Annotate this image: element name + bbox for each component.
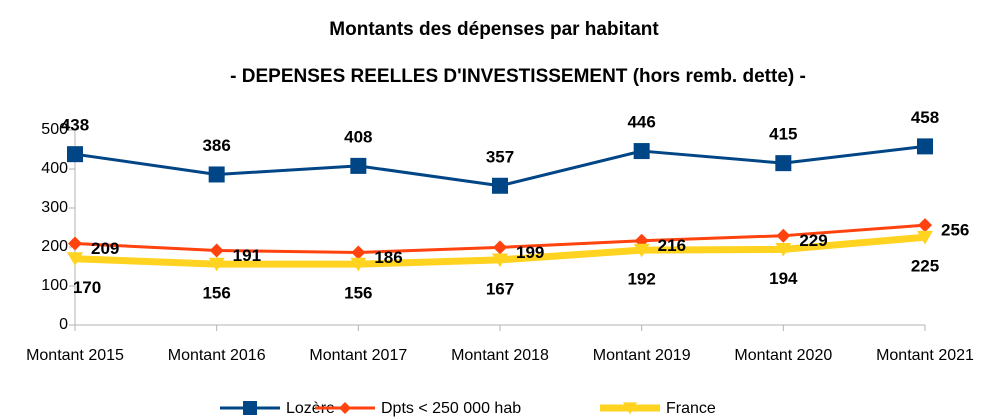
data-label: 194 <box>769 269 798 288</box>
x-tick-label: Montant 2016 <box>168 347 266 364</box>
marker <box>776 228 791 243</box>
marker <box>350 257 367 272</box>
data-label: 229 <box>799 231 827 250</box>
marker <box>633 243 650 258</box>
x-tick-label: Montant 2019 <box>593 347 691 364</box>
chart-subtitle: - DEPENSES REELLES D'INVESTISSEMENT (hor… <box>230 66 806 87</box>
data-label: 408 <box>344 127 372 146</box>
marker <box>350 157 367 174</box>
data-label: 186 <box>374 248 402 267</box>
data-label: 216 <box>658 236 686 255</box>
data-label: 156 <box>202 284 230 303</box>
legend-label: Lozère <box>286 400 335 417</box>
data-label: 415 <box>769 125 797 144</box>
x-tick-label: Montant 2020 <box>734 347 832 364</box>
legend-label: France <box>666 400 716 417</box>
y-tick-label: 500 <box>41 121 68 138</box>
marker <box>492 253 508 268</box>
data-label: 386 <box>202 136 230 155</box>
marker <box>917 230 933 245</box>
marker <box>633 143 650 160</box>
legend-marker <box>243 401 257 415</box>
marker <box>67 146 83 163</box>
marker <box>492 177 508 194</box>
data-label: 225 <box>911 257 939 276</box>
data-label: 191 <box>233 246 261 265</box>
marker <box>917 138 933 155</box>
data-label: 256 <box>941 221 969 240</box>
data-label: 167 <box>486 279 514 298</box>
legend-marker <box>339 402 351 414</box>
marker <box>209 243 224 258</box>
y-tick-label: 200 <box>41 238 68 255</box>
y-tick-label: 300 <box>41 199 68 216</box>
data-label: 446 <box>627 113 655 132</box>
y-tick-label: 0 <box>59 316 68 333</box>
data-label: 209 <box>91 239 119 258</box>
x-tick-label: Montant 2015 <box>26 347 124 364</box>
data-label: 199 <box>516 243 544 262</box>
data-label: 357 <box>486 147 514 166</box>
marker <box>208 166 225 183</box>
y-tick-label: 100 <box>41 277 68 294</box>
marker <box>775 242 792 257</box>
y-tick-label: 400 <box>41 160 68 177</box>
data-label: 458 <box>911 108 939 127</box>
marker <box>67 252 83 266</box>
x-tick-label: Montant 2017 <box>309 347 407 364</box>
data-label: 438 <box>61 116 89 135</box>
marker <box>775 155 792 172</box>
data-label: 156 <box>344 284 372 303</box>
data-label: 170 <box>73 278 101 297</box>
chart-title: Montants des dépenses par habitant <box>329 19 659 40</box>
legend-label: Dpts < 250 000 hab <box>381 400 521 417</box>
x-tick-label: Montant 2021 <box>876 347 974 364</box>
marker <box>208 257 225 272</box>
marker <box>351 245 366 260</box>
marker <box>493 240 507 255</box>
marker <box>918 218 932 233</box>
x-tick-label: Montant 2018 <box>451 347 549 364</box>
legend-marker <box>623 402 637 415</box>
marker <box>68 236 82 251</box>
data-label: 192 <box>627 270 655 289</box>
